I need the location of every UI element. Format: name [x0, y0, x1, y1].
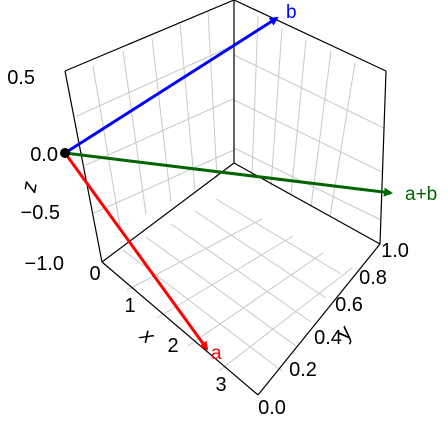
y-tick-label: 0.8 — [359, 267, 387, 289]
z-tick-label: 0.5 — [7, 67, 35, 89]
x-axis-title: x — [135, 323, 160, 349]
origin-point — [60, 148, 70, 158]
vector-a-label: a — [211, 343, 222, 364]
z-tick-label: 0.0 — [30, 144, 58, 166]
z-tick-label: −0.5 — [21, 202, 60, 224]
x-tick-label: 2 — [167, 335, 178, 357]
x-tick-label: 0 — [89, 263, 100, 285]
x-tick-label: 3 — [215, 374, 226, 396]
vector-b-label: b — [286, 2, 297, 23]
x-tick-label: 1 — [124, 295, 135, 317]
z-tick-label: −1.0 — [25, 253, 64, 275]
y-tick-label: 0.2 — [289, 359, 317, 381]
grid-lines — [76, 10, 385, 372]
z-axis-title: z — [17, 179, 42, 195]
y-tick-label: 1.0 — [381, 240, 409, 262]
vector-a-plus-b-arrow — [64, 151, 393, 197]
y-tick-label: 0.0 — [258, 397, 286, 419]
vector-a-arrow — [63, 152, 209, 351]
vector-b-arrow — [64, 16, 279, 155]
vector-a-plus-b-label: a+b — [405, 184, 437, 205]
y-tick-label: 0.6 — [335, 294, 363, 316]
y-tick-label: 0.4 — [314, 327, 342, 349]
